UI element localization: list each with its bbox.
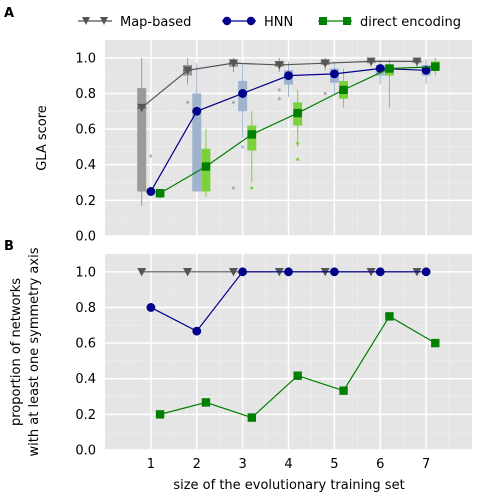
panel-a-box-outlier-map-based-4-0: [323, 91, 327, 95]
panel-a-box-outlier-direct-encoding-3-1: [296, 141, 300, 145]
legend-label-hnn: HNN: [264, 15, 293, 30]
panel-b-x-tick-label-5: 6: [376, 457, 384, 472]
panel-b-y-axis-title-line-2: with at least one symmetry axis: [27, 247, 42, 456]
panel-b-x-axis-title: size of the evolutionary training set: [173, 478, 404, 493]
panel-b-point-hnn-4: [329, 267, 339, 277]
panel-b-point-direct-encoding-0: [155, 410, 165, 419]
panel-a-box-outlier-map-based-2-1: [231, 186, 235, 190]
panel-a-point-direct-encoding-4: [339, 85, 348, 95]
legend-marker-direct-encoding-2: [343, 17, 351, 25]
panel-a-box-outlier-hnn-1-0: [195, 157, 199, 161]
panel-b-x-tick-label-0: 1: [147, 457, 155, 472]
panel-b-point-map-based-1: [183, 268, 193, 277]
panel-a-box-map-based-0: [137, 88, 147, 192]
legend-marker-map-based: [82, 17, 90, 25]
panel-a-box-outlier-hnn-2-0: [241, 145, 245, 149]
panel-b-plot: 0.0 0.2 0.4 0.6 0.8 1.0 1 2 3 4 5 6 7: [75, 254, 472, 472]
panel-a-point-hnn-1: [192, 106, 202, 116]
legend-entry-direct-encoding: direct encoding: [318, 15, 461, 30]
panel-b-y-tick-label-4: 0.8: [75, 301, 96, 316]
panel-a-point-direct-encoding-2: [247, 130, 256, 139]
panel-a-point-map-based-0: [137, 103, 147, 113]
panel-label-b: B: [4, 239, 14, 254]
panel-a-point-hnn-6: [421, 65, 431, 75]
panel-a-y-axis-title: GLA score: [35, 105, 50, 171]
panel-b-y-tick-label-1: 0.2: [75, 408, 96, 423]
panel-a-point-map-based-2: [228, 59, 238, 68]
panel-b-point-direct-encoding-2: [247, 413, 256, 422]
panel-b-point-hnn-6: [421, 267, 431, 277]
panel-b-x-tick-label-2: 3: [238, 457, 246, 472]
panel-b-x-tick-label-1: 2: [193, 457, 201, 472]
panel-a-point-hnn-0: [146, 187, 156, 196]
panel-b-x-tick-label-6: 7: [422, 457, 430, 472]
panel-label-a: A: [4, 6, 14, 21]
panel-b-point-direct-encoding-1: [201, 398, 211, 407]
legend-label-map-based: Map-based: [120, 15, 191, 30]
panel-a-box-outlier-map-based-3-1: [277, 88, 281, 92]
panel-b-y-tick-label-3: 0.6: [75, 337, 96, 352]
panel-b-point-hnn-1: [192, 326, 202, 336]
panel-b-y-tick-label-5: 1.0: [75, 265, 96, 280]
panel-a-point-map-based-6: [412, 57, 422, 66]
panel-a-y-tick-label-1: 0.2: [75, 194, 96, 209]
panel-a-point-hnn-5: [375, 64, 385, 73]
panel-a-point-direct-encoding-1: [201, 162, 211, 171]
panel-a-box-hnn-1: [192, 93, 202, 192]
legend-marker-hnn-2: [246, 16, 256, 26]
legend: Map-based HNN direct encoding: [78, 15, 461, 30]
panel-a-box-outlier-direct-encoding-3-0: [296, 157, 300, 161]
panel-b-point-hnn-3: [284, 267, 293, 277]
panel-a-point-hnn-3: [284, 71, 293, 81]
panel-b-y-axis-title-line-1: proportion of networks: [9, 278, 24, 426]
panel-b-point-map-based-0: [137, 268, 147, 277]
panel-a-box-outlier-hnn-0-0: [149, 154, 153, 158]
panel-a-box-outlier-direct-encoding-2-0: [250, 186, 254, 190]
panel-a-y-tick-label-0: 0.0: [75, 230, 96, 245]
panel-a-y-tick-label-2: 0.4: [75, 158, 96, 173]
panel-a-point-direct-encoding-3: [293, 108, 302, 118]
panel-a-point-hnn-2: [238, 89, 248, 98]
panel-a-point-hnn-4: [329, 69, 339, 79]
panel-b-point-direct-encoding-3: [293, 371, 302, 380]
panel-b-point-hnn-0: [146, 303, 156, 312]
panel-a-box-outlier-map-based-2-0: [231, 100, 235, 104]
panel-b-y-tick-label-0: 0.0: [75, 444, 96, 459]
panel-a-point-map-based-1: [183, 66, 193, 75]
panel-b-point-direct-encoding-4: [339, 386, 348, 395]
panel-a-y-tick-label-4: 0.8: [75, 87, 96, 102]
legend-marker-map-based-2: [100, 17, 108, 25]
legend-entry-map-based: Map-based: [78, 15, 191, 30]
panel-a-point-direct-encoding-6: [431, 62, 440, 71]
panel-a-point-direct-encoding-5: [385, 64, 394, 73]
panel-a-y-tick-label-3: 0.6: [75, 123, 96, 138]
panel-a-box-outlier-map-based-1-0: [186, 100, 190, 104]
panel-a-point-map-based-5: [366, 57, 376, 66]
panel-b-x-tick-label-3: 4: [284, 457, 292, 472]
panel-b-y-tick-label-2: 0.4: [75, 372, 96, 387]
panel-b-point-map-based-2: [228, 268, 238, 277]
panel-a-plot: 0.0 0.2 0.4 0.6 0.8 1.0: [75, 40, 472, 245]
legend-label-direct-encoding: direct encoding: [360, 15, 461, 30]
legend-marker-hnn: [222, 16, 232, 26]
panel-a-box-outlier-map-based-3-0: [277, 97, 281, 101]
panel-a-point-direct-encoding-0: [155, 189, 165, 198]
panel-a-point-map-based-4: [320, 59, 330, 68]
panel-b-point-hnn-2: [238, 267, 248, 277]
panel-b-point-hnn-5: [375, 267, 385, 277]
legend-entry-hnn: HNN: [222, 15, 293, 30]
panel-a-y-tick-label-5: 1.0: [75, 51, 96, 66]
panel-b-point-direct-encoding-6: [431, 338, 440, 348]
panel-b-point-direct-encoding-5: [385, 312, 394, 321]
legend-marker-direct-encoding: [319, 17, 327, 25]
panel-a-point-map-based-3: [274, 61, 284, 70]
panel-b-x-tick-label-4: 5: [330, 457, 338, 472]
